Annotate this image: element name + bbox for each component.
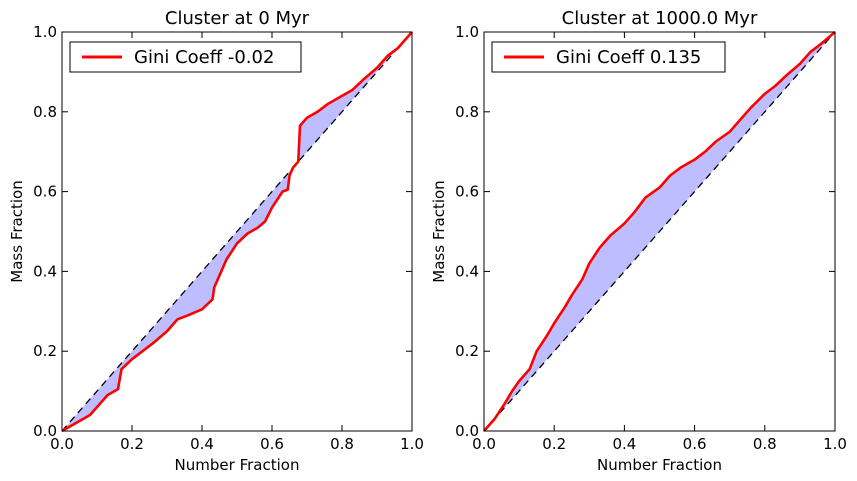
legend: Gini Coeff -0.02 — [69, 41, 302, 73]
y-tick-label: 1.0 — [33, 23, 57, 41]
series-line — [61, 31, 413, 433]
plot-area — [483, 31, 836, 432]
legend-label: Gini Coeff -0.02 — [134, 47, 274, 68]
x-tick-label: 0.2 — [542, 435, 566, 453]
x-tick-label: 1.0 — [823, 435, 847, 453]
chart-title: Cluster at 0 Myr — [165, 8, 310, 29]
x-tick-label: 0.6 — [260, 435, 284, 453]
y-tick-label: 0.0 — [455, 422, 479, 440]
y-axis-label: Mass Fraction — [8, 180, 26, 282]
x-tick-labels: 0.0 0.2 0.4 0.6 0.8 1.0 — [50, 435, 424, 453]
axes-frame — [483, 31, 836, 432]
y-tick-label: 0.6 — [455, 183, 479, 201]
x-tick-label: 0.0 — [472, 435, 496, 453]
y-tick-label: 1.0 — [455, 23, 479, 41]
x-tick-label: 0.0 — [50, 435, 74, 453]
y-tick-label: 0.4 — [455, 262, 479, 280]
x-tick-label: 0.4 — [612, 435, 636, 453]
x-tick-label: 0.8 — [753, 435, 777, 453]
legend-label: Gini Coeff 0.135 — [556, 47, 701, 68]
x-tick-label: 1.0 — [400, 435, 424, 453]
y-tick-labels: 0.0 0.2 0.4 0.6 0.8 1.0 — [33, 23, 57, 440]
x-axis-label: Number Fraction — [175, 456, 300, 474]
chart-title: Cluster at 1000.0 Myr — [562, 8, 758, 29]
plot-area — [61, 31, 413, 433]
y-tick-label: 0.0 — [33, 422, 57, 440]
equality-diagonal-line — [61, 31, 413, 432]
left-panel: Cluster at 0 Myr Number Fraction Mass Fr… — [8, 8, 424, 474]
x-tick-label: 0.6 — [683, 435, 707, 453]
equality-diagonal-line — [483, 31, 836, 432]
x-tick-label: 0.2 — [120, 435, 144, 453]
x-axis-label: Number Fraction — [597, 456, 722, 474]
right-panel: Cluster at 1000.0 Myr Number Fraction Ma… — [430, 8, 847, 474]
y-tick-label: 0.2 — [33, 342, 57, 360]
y-tick-label: 0.2 — [455, 342, 479, 360]
y-tick-labels: 0.0 0.2 0.4 0.6 0.8 1.0 — [455, 23, 479, 440]
y-axis-label: Mass Fraction — [430, 180, 448, 282]
x-tick-label: 0.8 — [330, 435, 354, 453]
axes-frame — [61, 31, 413, 432]
y-tick-label: 0.8 — [455, 103, 479, 121]
y-tick-label: 0.8 — [33, 103, 57, 121]
series-line — [483, 31, 836, 432]
x-tick-labels: 0.0 0.2 0.4 0.6 0.8 1.0 — [472, 435, 847, 453]
y-tick-label: 0.4 — [33, 262, 57, 280]
y-tick-label: 0.6 — [33, 183, 57, 201]
x-tick-label: 0.4 — [190, 435, 214, 453]
legend: Gini Coeff 0.135 — [491, 41, 726, 73]
